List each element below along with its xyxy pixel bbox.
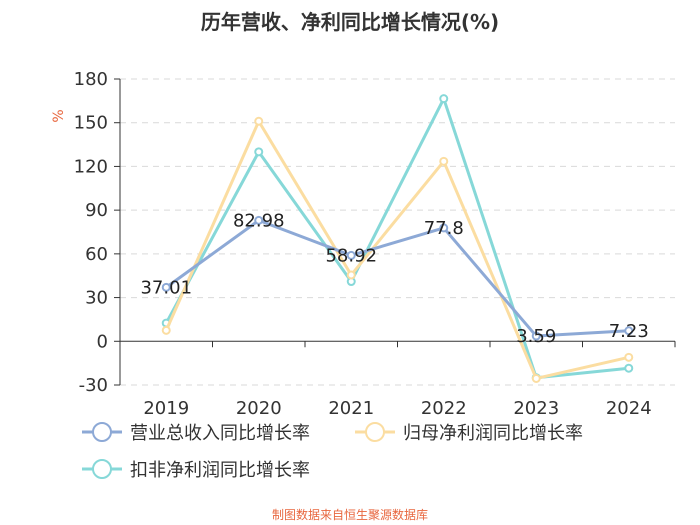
data-point: [254, 147, 264, 157]
data-point: [161, 282, 171, 292]
data-point: [439, 156, 449, 166]
series-line: [165, 218, 629, 338]
legend-marker: [92, 422, 112, 442]
y-axis-label: %: [51, 109, 67, 122]
x-tick-label: 2023: [513, 398, 559, 419]
data-point: [624, 326, 634, 336]
y-tick-label: -30: [79, 375, 108, 396]
legend-item: 营业总收入同比增长率: [82, 422, 310, 444]
data-point: [439, 223, 449, 233]
y-tick-label: 120: [74, 156, 108, 177]
data-point: [346, 270, 356, 280]
y-tick-label: 0: [97, 331, 108, 352]
x-tick-label: 2024: [606, 398, 652, 419]
x-tick-label: 2022: [421, 398, 467, 419]
line-chart: -30 0 30 60 90 120 150 180 2019 2020 2021 2022 2023 2…: [51, 69, 676, 481]
legend-label: 扣非净利润同比增长率: [130, 460, 310, 481]
x-tick-label: 2021: [328, 398, 374, 419]
data-point: [531, 331, 541, 341]
y-tick-label: 180: [74, 69, 108, 90]
x-tick-label: 2019: [143, 398, 189, 419]
data-label: 58.92: [325, 245, 377, 266]
data-point: [161, 325, 171, 335]
legend-item: 归母净利润同比增长率: [355, 422, 583, 444]
data-point: [624, 352, 634, 362]
series-line: [164, 119, 630, 380]
chart-title: 历年营收、净利同比增长情况(%): [200, 10, 500, 34]
data-point: [254, 116, 264, 126]
data-source-note: 制图数据来自恒生聚源数据库: [271, 508, 428, 522]
y-tick-label: 30: [85, 288, 108, 309]
legend-item: 扣非净利润同比增长率: [82, 459, 310, 481]
data-label: 37.01: [140, 277, 192, 298]
legend-marker: [92, 459, 112, 479]
data-point: [439, 94, 449, 104]
x-tick-label: 2020: [236, 398, 282, 419]
data-label: 3.59: [516, 326, 556, 347]
y-tick-label: 60: [85, 244, 108, 265]
data-label: 82.98: [233, 210, 285, 231]
y-tick-label: 150: [74, 113, 108, 134]
legend-label: 营业总收入同比增长率: [130, 423, 310, 444]
data-point: [254, 215, 264, 225]
y-tick-label: 90: [85, 200, 108, 221]
data-point: [624, 363, 634, 373]
data-label: 7.23: [609, 321, 649, 342]
legend-label: 归母净利润同比增长率: [403, 423, 583, 444]
data-point: [531, 373, 541, 383]
data-label: 77.8: [424, 218, 464, 239]
data-point: [346, 250, 356, 260]
legend-marker: [365, 422, 385, 442]
